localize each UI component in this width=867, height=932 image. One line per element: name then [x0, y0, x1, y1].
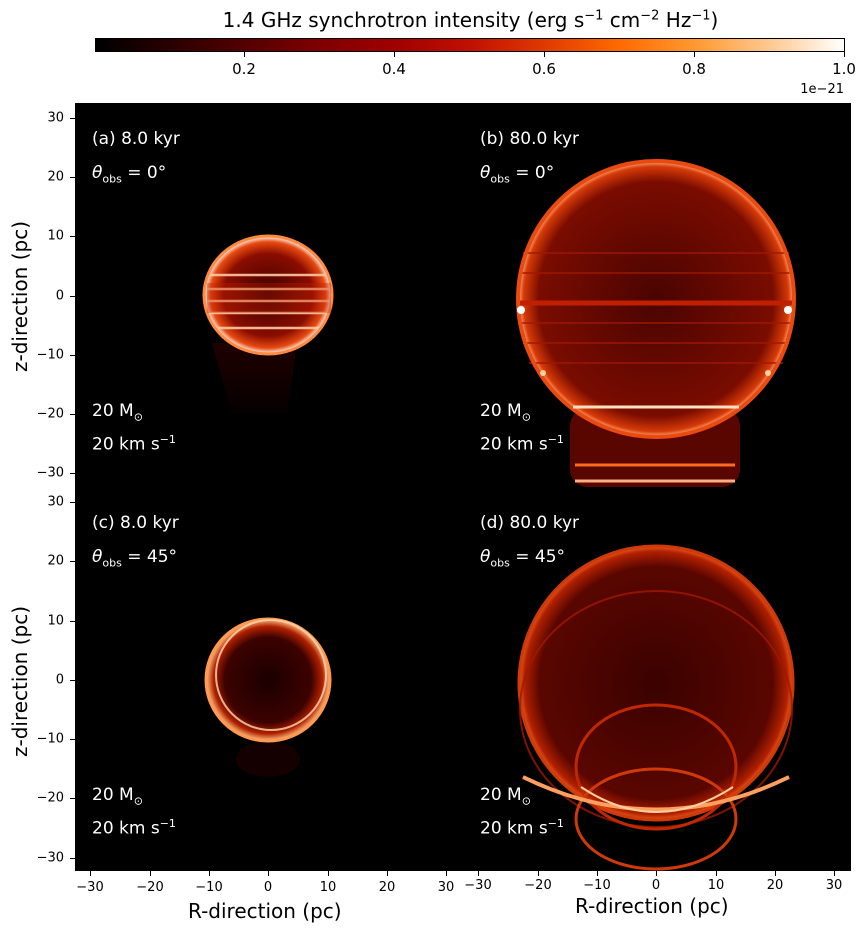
colorbar-tick-label: 1.0: [832, 60, 856, 78]
y-tick-mark: [70, 798, 75, 799]
x-tick-mark: [209, 871, 210, 876]
y-tick-mark: [70, 296, 75, 297]
x-tick-mark: [478, 871, 479, 876]
x-tick-mark: [538, 871, 539, 876]
x-tick-label: 20: [378, 880, 396, 895]
y-tick-label: −30: [36, 465, 64, 481]
panel-c-velocity: 20 km s−1: [92, 817, 176, 839]
x-tick-label: 30: [437, 880, 455, 895]
y-axis-label-top: z-direction (pc): [8, 220, 32, 372]
x-tick-label: 30: [825, 878, 843, 893]
x-tick-label: −20: [524, 878, 552, 893]
colorbar-tick-label: 0.2: [232, 60, 256, 78]
panel-c-theta: θobs = 45°: [92, 547, 178, 570]
panel-c-image: [204, 617, 332, 777]
y-tick-mark: [70, 502, 75, 503]
x-tick-label: −10: [583, 878, 611, 893]
colorbar-tick-label: 0.8: [682, 60, 706, 78]
x-tick-label: 10: [707, 878, 725, 893]
x-tick-label: −30: [76, 880, 104, 895]
x-tick-mark: [387, 871, 388, 876]
y-tick-mark: [70, 236, 75, 237]
panel-a: (a) 8.0 kyr θobs = 0° 20 M⊙ 20 km s−1: [75, 103, 463, 487]
x-axis-label-left: R-direction (pc): [188, 899, 342, 923]
y-tick-label: −10: [36, 347, 64, 363]
y-tick-label: 0: [55, 672, 64, 688]
panel-b: (b) 80.0 kyr θobs = 0° 20 M⊙ 20 km s−1: [463, 103, 851, 487]
x-tick-mark: [446, 871, 447, 876]
colorbar: [95, 38, 845, 52]
y-tick-label: −10: [36, 731, 64, 747]
colorbar-tick-label: 0.6: [532, 60, 556, 78]
x-tick-mark: [328, 871, 329, 876]
panel-b-velocity: 20 km s−1: [480, 433, 564, 455]
panel-c: (c) 8.0 kyr θobs = 45° 20 M⊙ 20 km s−1: [75, 487, 463, 871]
x-tick-label: 10: [319, 880, 337, 895]
x-axis-label-right: R-direction (pc): [575, 894, 729, 918]
colorbar-tick: [694, 52, 695, 57]
x-tick-mark: [597, 871, 598, 876]
x-tick-label: −10: [195, 880, 223, 895]
y-tick-label: 20: [47, 169, 64, 185]
y-tick-label: −30: [36, 850, 64, 866]
y-tick-mark: [70, 177, 75, 178]
y-tick-label: 10: [47, 613, 64, 629]
x-tick-mark: [150, 871, 151, 876]
y-tick-label: −20: [36, 790, 64, 806]
y-axis-label-bottom: z-direction (pc): [8, 605, 32, 757]
y-tick-mark: [70, 414, 75, 415]
y-tick-mark: [70, 680, 75, 681]
panel-d-image: [517, 544, 795, 871]
panel-c-mass: 20 M⊙: [92, 785, 143, 808]
x-tick-label: 0: [263, 880, 273, 895]
panel-b-label: (b) 80.0 kyr: [480, 129, 580, 149]
panel-d-mass: 20 M⊙: [480, 785, 531, 808]
y-tick-label: 10: [47, 228, 64, 244]
panel-a-velocity: 20 km s−1: [92, 433, 176, 455]
y-tick-label: −20: [36, 406, 64, 422]
x-tick-label: 0: [651, 878, 661, 893]
x-tick-label: 20: [766, 878, 784, 893]
colorbar-title: 1.4 GHz synchrotron intensity (erg s−1 c…: [222, 8, 719, 32]
panel-d: (d) 80.0 kyr θobs = 45° 20 M⊙ 20 km s−1: [463, 487, 851, 871]
colorbar-tick-label: 0.4: [382, 60, 406, 78]
panel-a-mass: 20 M⊙: [92, 401, 143, 424]
y-tick-mark: [70, 621, 75, 622]
panel-d-velocity: 20 km s−1: [480, 817, 564, 839]
panel-d-theta: θobs = 45°: [480, 547, 566, 570]
y-tick-label: 0: [55, 288, 64, 304]
colorbar-tick: [244, 52, 245, 57]
colorbar-tick: [394, 52, 395, 57]
x-tick-mark: [268, 871, 269, 876]
x-tick-mark: [716, 871, 717, 876]
panel-a-image: [202, 234, 334, 415]
panel-a-label: (a) 8.0 kyr: [92, 129, 180, 149]
y-tick-mark: [70, 355, 75, 356]
y-tick-mark: [70, 473, 75, 474]
colorbar-tick: [544, 52, 545, 57]
y-tick-label: 30: [47, 494, 64, 510]
panel-b-theta: θobs = 0°: [480, 163, 555, 186]
panel-d-label: (d) 80.0 kyr: [480, 513, 580, 533]
panel-b-image: [516, 159, 796, 487]
x-tick-mark: [834, 871, 835, 876]
panel-a-theta: θobs = 0°: [92, 163, 167, 186]
panel-b-mass: 20 M⊙: [480, 401, 531, 424]
x-tick-mark: [656, 871, 657, 876]
x-tick-label: −20: [136, 880, 164, 895]
y-tick-label: 20: [47, 553, 64, 569]
panel-c-label: (c) 8.0 kyr: [92, 513, 179, 533]
y-tick-mark: [70, 739, 75, 740]
x-tick-mark: [775, 871, 776, 876]
colorbar-tick: [844, 52, 845, 57]
y-tick-mark: [70, 858, 75, 859]
y-tick-label: 30: [47, 110, 64, 126]
y-tick-mark: [70, 118, 75, 119]
y-tick-mark: [70, 561, 75, 562]
colorbar-offset-text: 1e−21: [800, 82, 844, 97]
x-tick-label: −30: [464, 878, 492, 893]
x-tick-mark: [90, 871, 91, 876]
